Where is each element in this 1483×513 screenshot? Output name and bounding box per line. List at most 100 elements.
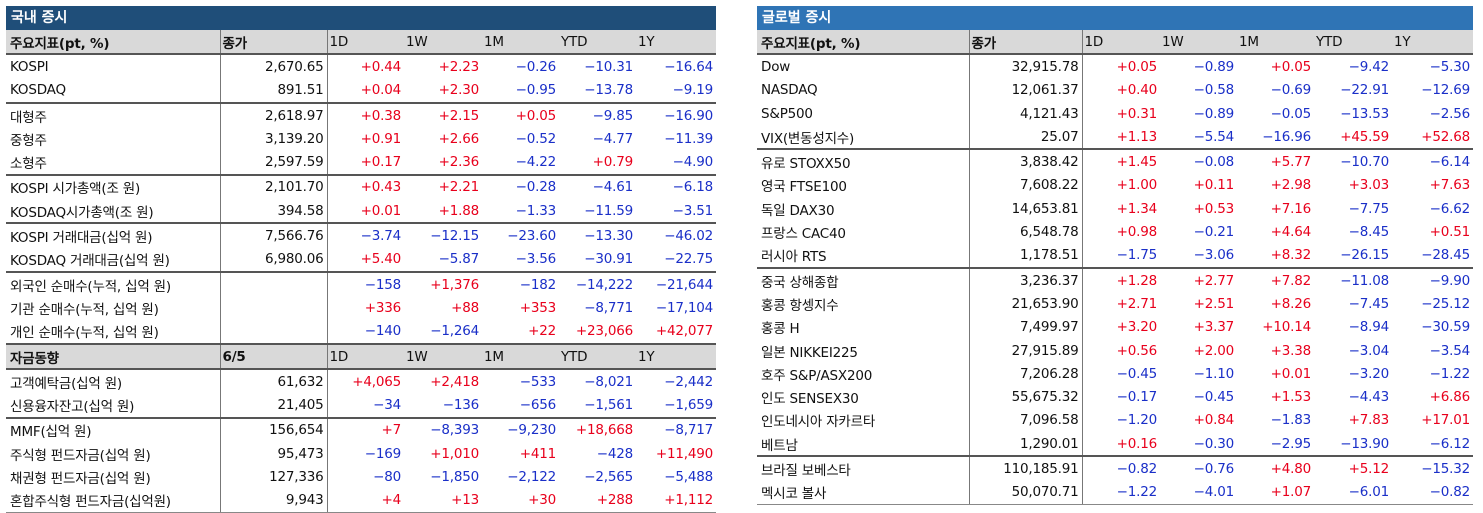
close-value: 21,653.90 bbox=[968, 292, 1082, 316]
change-value: +0.98 bbox=[1081, 220, 1160, 244]
row-label: S&P500 bbox=[761, 105, 813, 122]
row-label: 주식형 펀드자금(십억 원) bbox=[10, 447, 151, 464]
change-value: −2,442 bbox=[636, 368, 716, 394]
change-value: +0.05 bbox=[482, 101, 559, 128]
row-label: 신용융자잔고(십억 원) bbox=[10, 399, 135, 416]
change-value: +1.13 bbox=[1081, 125, 1160, 150]
change-value: +0.53 bbox=[1193, 200, 1235, 217]
column-header: 1Y bbox=[636, 342, 716, 370]
table-row: 혼합주식형 펀드자금(십억원) 9,943 +4 +13 +30 +288 +1,112 bbox=[6, 488, 716, 513]
change-value: −3.04 bbox=[1348, 342, 1390, 359]
close-value: 27,915.89 bbox=[968, 338, 1082, 363]
change-value: +1.00 bbox=[1081, 173, 1160, 198]
close-value: 7,566.76 bbox=[219, 222, 327, 248]
change-value: −80 bbox=[326, 465, 404, 489]
column-header: 6/5 bbox=[219, 342, 327, 370]
change-value: +8.26 bbox=[1270, 295, 1312, 312]
change-value: −13.53 bbox=[1340, 105, 1389, 122]
change-value: −7.45 bbox=[1348, 295, 1390, 312]
change-value: −26.15 bbox=[1340, 247, 1389, 264]
change-value: −6.12 bbox=[1429, 435, 1471, 452]
close-value: 9,943 bbox=[219, 488, 327, 513]
table-row: VIX(변동성지수) 25.07 +1.13 −5.54 −16.96 +45.59 +52… bbox=[757, 125, 1473, 150]
close-value: 95,473 bbox=[219, 442, 327, 466]
column-header: 주요지표(pt, %) bbox=[6, 30, 220, 55]
row-label: 영국 FTSE100 bbox=[761, 179, 847, 196]
change-value: −14,222 bbox=[559, 270, 636, 297]
change-value: +0.31 bbox=[1081, 101, 1160, 126]
change-value: −13.30 bbox=[559, 222, 636, 248]
change-value: +1,376 bbox=[404, 270, 482, 297]
row-label: 홍콩 항셍지수 bbox=[761, 297, 839, 314]
column-header: 1W bbox=[1160, 30, 1237, 55]
change-value: −22.91 bbox=[1340, 82, 1389, 99]
change-value: +0.38 bbox=[326, 101, 404, 128]
table-row: 대형주 2,618.97 +0.38 +2.15 +0.05 −9.85 −16.90 bbox=[6, 101, 716, 128]
change-value: +2.77 bbox=[1160, 266, 1237, 293]
change-value: +45.59 bbox=[1340, 128, 1389, 145]
change-value: −23.60 bbox=[482, 222, 559, 248]
change-value: +5.12 bbox=[1314, 455, 1392, 481]
close-value: 55,675.32 bbox=[968, 385, 1082, 409]
change-value: +1,112 bbox=[636, 488, 716, 513]
close-value bbox=[219, 296, 327, 320]
change-value: +0.44 bbox=[326, 53, 404, 79]
table-row: KOSPI 2,670.65 +0.44 +2.23 −0.26 −10.31 −16.64 bbox=[6, 53, 716, 79]
change-value: −0.21 bbox=[1193, 224, 1235, 241]
change-value: +7.82 bbox=[1237, 266, 1314, 293]
row-label: 일본 NIKKEI225 bbox=[761, 344, 858, 361]
close-value: 14,653.81 bbox=[968, 197, 1082, 221]
row-label: 중형주 bbox=[10, 132, 47, 149]
change-value: +7 bbox=[326, 416, 404, 443]
change-value: −1,264 bbox=[430, 323, 479, 340]
column-header: 자금동향 bbox=[6, 342, 220, 370]
change-value: −5.54 bbox=[1193, 128, 1235, 145]
change-value: +42,077 bbox=[655, 323, 713, 340]
row-label: 프랑스 CAC40 bbox=[761, 226, 846, 243]
change-value: −0.26 bbox=[482, 53, 559, 79]
change-value: +0.43 bbox=[326, 173, 404, 200]
close-value: 6,980.06 bbox=[219, 247, 327, 272]
close-value: 2,101.70 bbox=[219, 173, 327, 200]
change-value: −3.51 bbox=[672, 202, 714, 219]
change-value: +0.17 bbox=[326, 150, 404, 175]
column-header: YTD bbox=[559, 30, 636, 55]
close-value: 3,838.42 bbox=[968, 148, 1082, 174]
domestic-table: 주요지표(pt, %) 종가 1D 1W 1M YTD 1Y KOSPI 2,670.65 +0.… bbox=[6, 30, 716, 513]
row-label: KOSDAQ시가총액(조 원) bbox=[10, 204, 154, 221]
table-header-row: 주요지표(pt, %) 종가 1D 1W 1M YTD 1Y bbox=[6, 30, 716, 55]
change-value: −169 bbox=[326, 442, 404, 466]
row-label: MMF(십억 원) bbox=[6, 416, 220, 443]
change-value: +2,418 bbox=[404, 368, 482, 394]
row-label: KOSPI 시가총액(조 원) bbox=[6, 173, 220, 200]
table-row: 중국 상해종합 3,236.37 +1.28 +2.77 +7.82 −11.08 −9.9… bbox=[757, 266, 1473, 293]
change-value: +1.88 bbox=[438, 202, 480, 219]
change-value: +2.00 bbox=[1193, 342, 1235, 359]
close-value: 2,670.65 bbox=[219, 53, 327, 79]
change-value: −0.82 bbox=[1392, 480, 1473, 505]
column-header: 1W bbox=[404, 30, 482, 55]
column-header: 1Y bbox=[636, 30, 716, 55]
change-value: +0.40 bbox=[1081, 78, 1160, 102]
table-row: NASDAQ 12,061.37 +0.40 −0.58 −0.69 −22.91 −12.… bbox=[757, 78, 1473, 102]
change-value: +336 bbox=[326, 296, 404, 320]
change-value: −9.42 bbox=[1314, 53, 1392, 79]
row-label: 소형주 bbox=[10, 156, 47, 173]
row-label: 기관 순매수(누적, 십억 원) bbox=[10, 301, 159, 318]
change-value: −0.76 bbox=[1160, 455, 1237, 481]
change-value: −16.90 bbox=[636, 101, 716, 128]
close-value: 12,061.37 bbox=[968, 78, 1082, 102]
table-row: 유로 STOXX50 3,838.42 +1.45 −0.08 +5.77 −10.70−… bbox=[757, 148, 1473, 174]
column-header: 1M bbox=[1237, 30, 1314, 55]
change-value: +1.53 bbox=[1270, 389, 1312, 406]
change-value: +7.83 bbox=[1348, 412, 1390, 429]
column-header: 주요지표(pt, %) bbox=[757, 30, 969, 55]
change-value: +2.36 bbox=[438, 154, 480, 171]
column-header: 1D bbox=[1081, 30, 1160, 55]
change-value: −11.59 bbox=[584, 202, 633, 219]
table-row: S&P500 4,121.43 +0.31 −0.89 −0.05 −13.53 −2.56 bbox=[757, 101, 1473, 126]
change-value: +0.91 bbox=[326, 127, 404, 151]
table-row: 호주 S&P/ASX200 7,206.28 −0.45 −1.10 +0.01 −3.2… bbox=[757, 362, 1473, 386]
table-row: KOSPI 시가총액(조 원) 2,101.70 +0.43 +2.21 −0.28 −4… bbox=[6, 173, 716, 200]
close-value: 3,139.20 bbox=[219, 127, 327, 151]
